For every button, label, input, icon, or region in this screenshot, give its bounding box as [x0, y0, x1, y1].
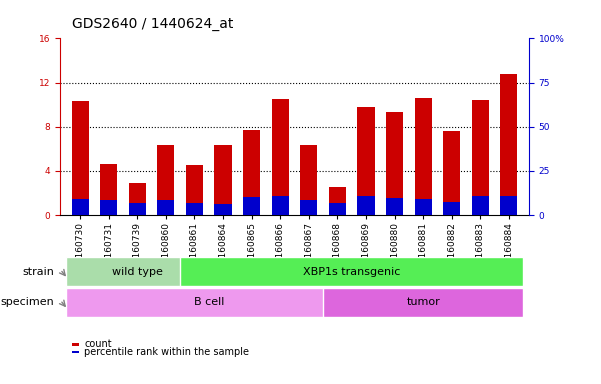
Bar	[500, 197, 517, 215]
Bar	[443, 202, 460, 215]
Bar	[215, 146, 231, 215]
Text: tumor: tumor	[406, 297, 440, 308]
Text: percentile rank within the sample: percentile rank within the sample	[84, 347, 249, 357]
FancyBboxPatch shape	[294, 257, 323, 286]
FancyBboxPatch shape	[438, 257, 466, 286]
FancyBboxPatch shape	[66, 257, 94, 286]
FancyBboxPatch shape	[209, 257, 237, 286]
FancyBboxPatch shape	[323, 257, 352, 286]
Bar	[329, 203, 346, 215]
Bar	[100, 200, 117, 215]
Bar	[386, 113, 403, 215]
Bar	[72, 101, 89, 215]
FancyBboxPatch shape	[266, 257, 294, 286]
Bar	[415, 98, 432, 215]
Text: XBP1s transgenic: XBP1s transgenic	[303, 266, 400, 277]
FancyBboxPatch shape	[466, 257, 495, 286]
Bar	[186, 166, 203, 215]
Bar	[386, 198, 403, 215]
Text: wild type: wild type	[112, 266, 163, 277]
Bar	[329, 187, 346, 215]
FancyBboxPatch shape	[151, 257, 180, 286]
Bar	[272, 99, 288, 215]
FancyBboxPatch shape	[123, 257, 151, 286]
Text: specimen: specimen	[1, 297, 54, 308]
Bar	[157, 146, 174, 215]
Bar	[358, 107, 374, 215]
Bar	[472, 197, 489, 215]
Bar	[500, 74, 517, 215]
FancyBboxPatch shape	[409, 257, 438, 286]
FancyBboxPatch shape	[323, 288, 523, 317]
FancyBboxPatch shape	[180, 257, 209, 286]
FancyBboxPatch shape	[94, 257, 123, 286]
FancyBboxPatch shape	[380, 257, 409, 286]
Bar	[72, 351, 79, 353]
Bar	[300, 200, 317, 215]
FancyBboxPatch shape	[495, 257, 523, 286]
Bar	[129, 203, 146, 215]
FancyBboxPatch shape	[180, 257, 523, 286]
FancyBboxPatch shape	[66, 257, 209, 286]
FancyBboxPatch shape	[352, 257, 380, 286]
FancyBboxPatch shape	[237, 257, 266, 286]
Bar	[272, 197, 288, 215]
Bar	[300, 146, 317, 215]
Bar	[72, 199, 89, 215]
Bar	[100, 164, 117, 215]
Bar	[215, 204, 231, 215]
Bar	[443, 131, 460, 215]
Bar	[243, 197, 260, 215]
Text: count: count	[84, 339, 112, 349]
Text: GDS2640 / 1440624_at: GDS2640 / 1440624_at	[72, 17, 234, 31]
Bar	[358, 197, 374, 215]
Bar	[415, 199, 432, 215]
Bar	[186, 203, 203, 215]
Bar	[243, 130, 260, 215]
Text: B cell: B cell	[194, 297, 224, 308]
Text: strain: strain	[22, 266, 54, 277]
Bar	[472, 100, 489, 215]
Bar	[157, 200, 174, 215]
FancyBboxPatch shape	[66, 288, 352, 317]
Bar	[129, 183, 146, 215]
Bar	[72, 343, 79, 346]
